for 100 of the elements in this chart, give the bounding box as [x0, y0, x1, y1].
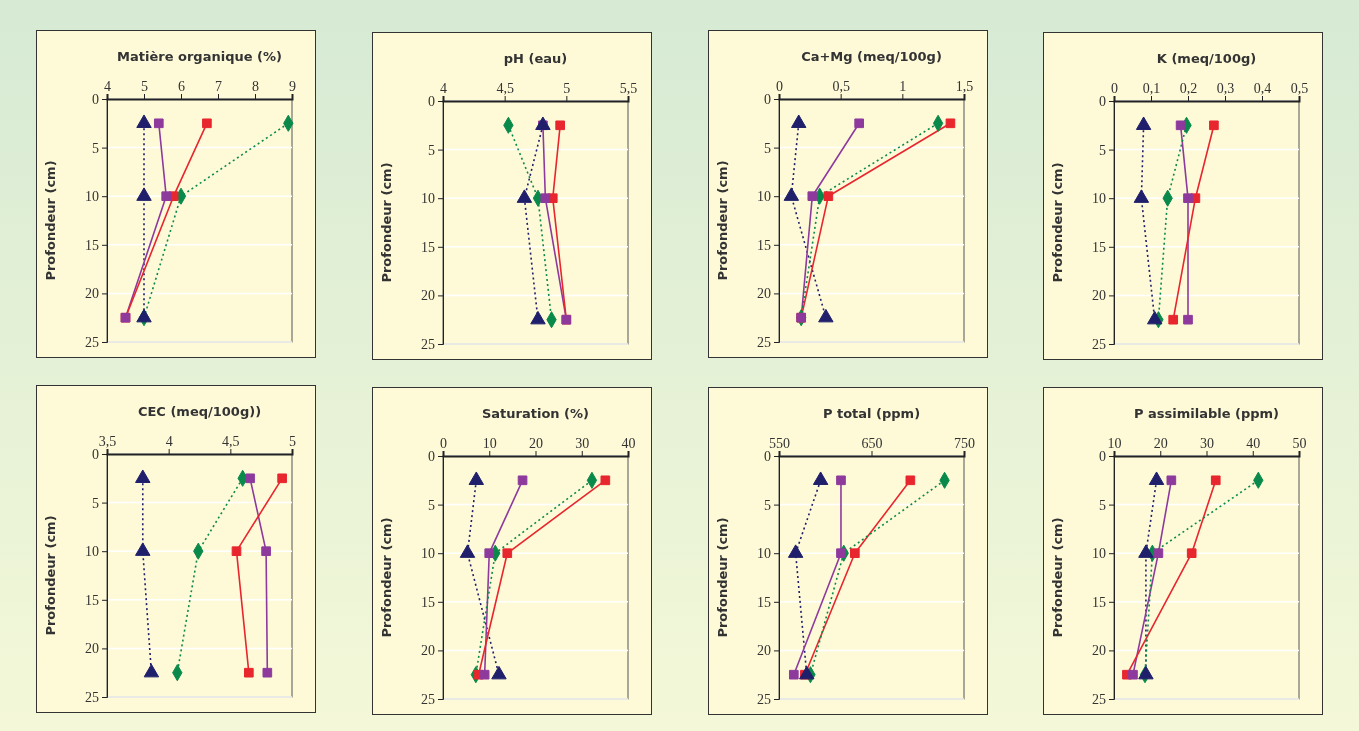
chart-title: Saturation (%): [481, 406, 590, 421]
y-tick-label: 5: [92, 140, 99, 156]
y-tick-label: 25: [757, 334, 771, 350]
x-tick-label: 9: [289, 79, 296, 94]
x-tick-label: 10: [482, 436, 497, 451]
x-tick-label: 8: [252, 79, 259, 94]
x-tick-label: 1,5: [955, 79, 974, 94]
y-tick-label: 20: [421, 288, 435, 304]
y-tick-label: 20: [757, 286, 771, 302]
y-axis-title: Profondeur (cm): [43, 515, 58, 636]
x-tick-label: 650: [861, 436, 883, 451]
y-tick-label: 15: [1092, 594, 1106, 610]
y-tick-label: 15: [85, 237, 99, 253]
x-tick-label: 5: [563, 81, 571, 96]
y-axis-title: Profondeur (cm): [379, 162, 394, 283]
y-axis-title: Profondeur (cm): [379, 517, 394, 638]
y-tick-label: 25: [1092, 691, 1106, 707]
y-tick-label: 0: [428, 448, 435, 464]
y-tick-label: 25: [85, 334, 99, 350]
y-tick-label: 0: [428, 93, 435, 109]
y-tick-label: 20: [757, 643, 771, 659]
x-tick-label: 4,5: [222, 434, 240, 449]
x-tick-label: 3,5: [98, 434, 117, 449]
y-tick-label: 5: [428, 497, 435, 513]
y-tick-label: 25: [757, 691, 771, 707]
y-tick-label: 15: [421, 594, 435, 610]
x-tick-label: 5,5: [619, 81, 638, 96]
y-tick-label: 15: [85, 592, 99, 608]
chart-title: CEC (meq/100g)): [137, 404, 262, 419]
x-tick-label: 7: [215, 79, 222, 94]
x-tick-label: 6: [178, 79, 185, 94]
y-tick-label: 25: [421, 336, 435, 352]
x-tick-label: 4,5: [496, 81, 514, 96]
y-tick-label: 20: [1092, 288, 1106, 304]
x-tick-label: 40: [1246, 436, 1261, 451]
y-tick-label: 20: [85, 286, 99, 302]
y-tick-label: 0: [764, 448, 771, 464]
x-tick-label: 4: [165, 434, 173, 449]
x-tick-label: 30: [1200, 436, 1214, 451]
x-tick-label: 0: [1111, 81, 1118, 96]
y-tick-label: 0: [764, 91, 771, 107]
y-tick-label: 10: [1092, 546, 1106, 562]
x-tick-label: 20: [1153, 436, 1168, 451]
y-axis-title: Profondeur (cm): [43, 160, 58, 281]
y-tick-label: 10: [757, 189, 771, 205]
y-axis-title: Profondeur (cm): [1050, 517, 1065, 638]
chart-title: Matière organique (%): [117, 49, 282, 64]
y-axis-title: Profondeur (cm): [1050, 162, 1065, 283]
x-tick-label: 1: [899, 79, 907, 94]
chart-title: P assimilable (ppm): [1133, 406, 1280, 421]
x-tick-label: 0,2: [1179, 81, 1198, 96]
x-tick-label: 5: [289, 434, 296, 449]
y-tick-label: 10: [85, 189, 99, 205]
x-tick-label: 0,4: [1253, 81, 1272, 96]
x-tick-label: 5: [141, 79, 148, 94]
chart-title: P total (ppm): [822, 406, 921, 421]
y-tick-label: 10: [757, 546, 771, 562]
y-tick-label: 25: [1092, 336, 1106, 352]
y-tick-label: 0: [92, 91, 99, 107]
x-tick-label: 4: [104, 79, 111, 94]
y-tick-label: 5: [764, 140, 771, 156]
y-tick-label: 25: [85, 689, 99, 705]
y-tick-label: 15: [757, 594, 771, 610]
chart-title: Ca+Mg (meq/100g): [801, 49, 942, 64]
y-tick-label: 5: [764, 497, 771, 513]
x-tick-label: 40: [621, 436, 636, 451]
y-tick-label: 20: [85, 641, 99, 657]
y-tick-label: 20: [421, 643, 435, 659]
y-tick-label: 20: [1092, 643, 1106, 659]
x-tick-label: 20: [529, 436, 543, 451]
y-tick-label: 10: [421, 546, 435, 562]
y-tick-label: 5: [92, 495, 99, 511]
x-tick-label: 50: [1292, 436, 1307, 451]
y-tick-label: 10: [1092, 191, 1106, 207]
x-tick-label: 0,5: [1290, 81, 1309, 96]
chart-title: K (meq/100g): [1156, 51, 1257, 66]
y-tick-label: 5: [1099, 497, 1106, 513]
x-tick-label: 550: [769, 436, 790, 451]
y-tick-label: 5: [1099, 142, 1106, 158]
y-tick-label: 25: [421, 691, 435, 707]
chart-title: pH (eau): [503, 51, 568, 66]
y-tick-label: 5: [428, 142, 435, 158]
y-tick-label: 0: [1099, 448, 1106, 464]
y-tick-label: 15: [757, 237, 771, 253]
x-tick-label: 0,3: [1216, 81, 1235, 96]
y-tick-label: 10: [421, 191, 435, 207]
y-tick-label: 15: [1092, 239, 1106, 255]
x-tick-label: 0: [440, 436, 447, 451]
x-tick-label: 750: [954, 436, 975, 451]
x-tick-label: 30: [575, 436, 590, 451]
y-tick-label: 0: [92, 446, 99, 462]
y-tick-label: 10: [85, 544, 99, 560]
y-axis-title: Profondeur (cm): [715, 160, 730, 281]
x-tick-label: 0: [776, 79, 783, 94]
y-axis-title: Profondeur (cm): [715, 517, 730, 638]
x-tick-label: 0,1: [1142, 81, 1161, 96]
y-tick-label: 0: [1099, 93, 1106, 109]
x-tick-label: 4: [440, 81, 447, 96]
y-tick-label: 15: [421, 239, 435, 255]
x-tick-label: 0,5: [832, 79, 850, 94]
